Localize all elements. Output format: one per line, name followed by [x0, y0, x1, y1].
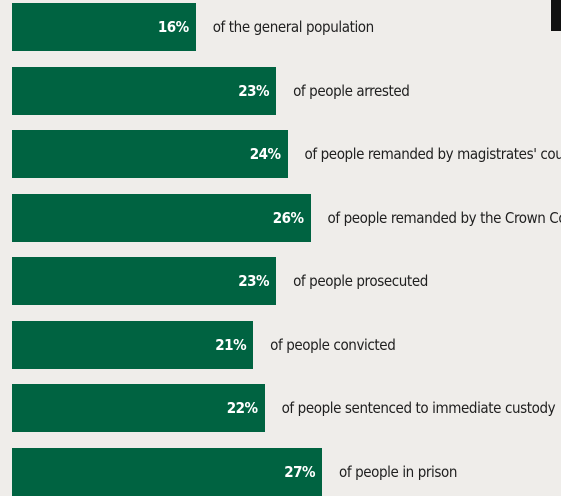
bar: 23%	[12, 257, 277, 305]
bar: 23%	[12, 66, 277, 115]
bar-category-label: of people remanded by the Crown Court	[327, 208, 561, 227]
bar-value-label: 26%	[272, 208, 304, 227]
bar-value-label: 22%	[226, 399, 258, 417]
bar-value-label: 23%	[238, 272, 270, 290]
bar-category-label: of the general population	[212, 18, 375, 36]
bar-category-label: of people sentenced to immediate custody	[281, 399, 556, 417]
bar-row: 21% of people convicted	[0, 320, 561, 369]
corner-mark	[551, 0, 561, 31]
bar: 22%	[12, 384, 265, 432]
bar-row: 27% of people in prison	[0, 447, 561, 496]
bar-value-label: 24%	[249, 145, 281, 163]
bar-row: 23% of people prosecuted	[0, 257, 561, 305]
bar-row: 16% of the general population	[0, 3, 561, 51]
bar: 27%	[12, 447, 322, 496]
bar-row: 24% of people remanded by magistrates' co…	[0, 130, 561, 178]
bar-category-label: of people prosecuted	[293, 272, 428, 290]
bar: 21%	[12, 320, 254, 369]
bar: 16%	[12, 3, 196, 51]
bar-value-label: 23%	[238, 81, 270, 100]
bar-value-label: 21%	[215, 335, 247, 354]
bar: 24%	[12, 130, 288, 178]
bar-row: 26% of people remanded by the Crown Court	[0, 193, 561, 242]
bar: 26%	[12, 193, 311, 242]
bar-category-label: of people in prison	[339, 462, 458, 481]
bar-category-label: of people arrested	[293, 81, 410, 100]
bar-value-label: 27%	[284, 462, 315, 481]
bar-category-label: of people convicted	[270, 335, 396, 354]
bar-value-label: 16%	[157, 18, 189, 36]
bar-row: 23% of people arrested	[0, 66, 561, 115]
bar-category-label: of people remanded by magistrates' court…	[304, 145, 561, 163]
bar-row: 22% of people sentenced to immediate cust…	[0, 384, 561, 432]
